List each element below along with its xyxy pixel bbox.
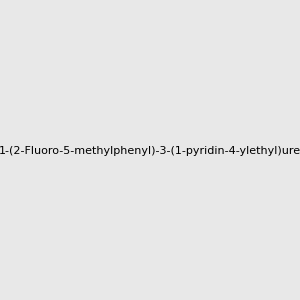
Text: 1-(2-Fluoro-5-methylphenyl)-3-(1-pyridin-4-ylethyl)urea: 1-(2-Fluoro-5-methylphenyl)-3-(1-pyridin… [0, 146, 300, 157]
